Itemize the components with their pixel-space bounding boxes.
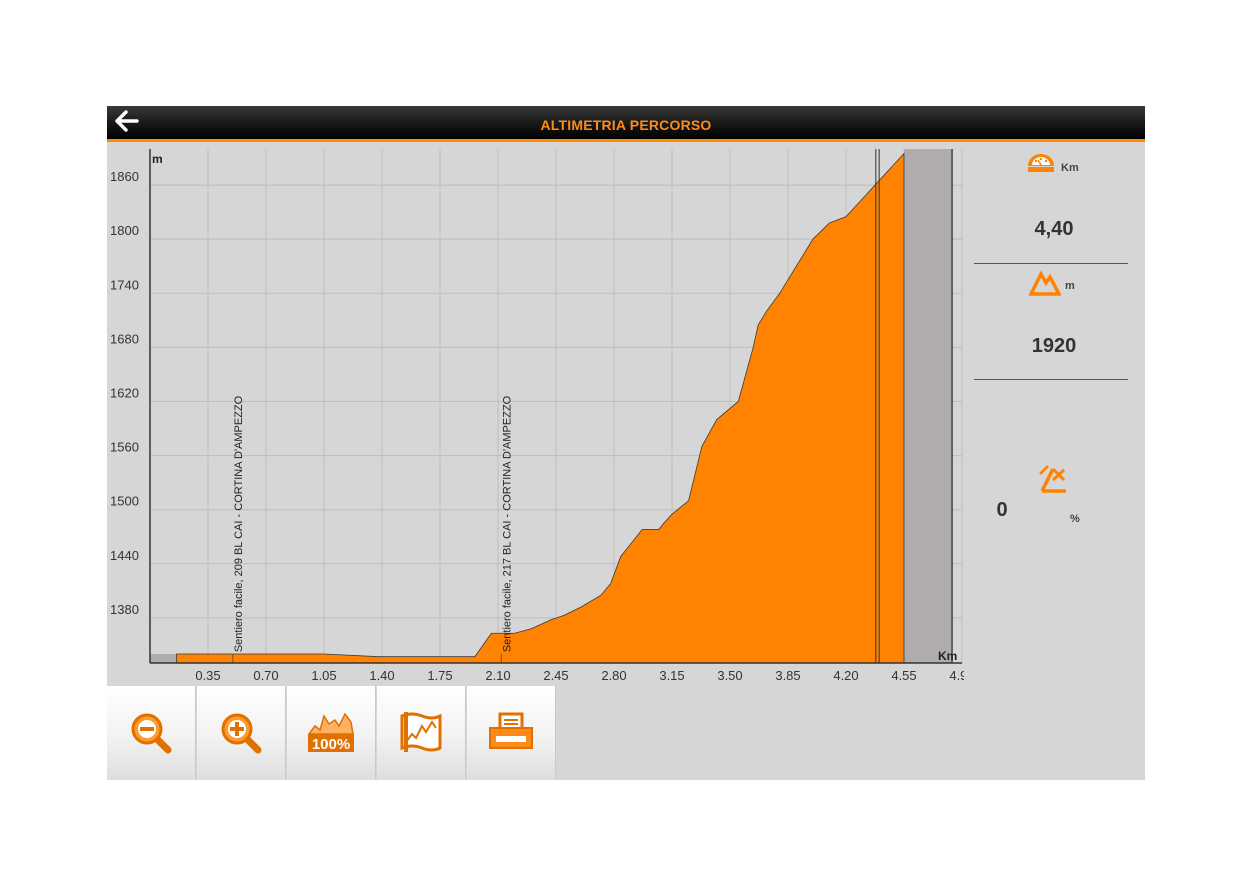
x-tick-label: 2.10	[485, 668, 510, 683]
y-tick-label: 1380	[110, 602, 139, 617]
x-tick-label: 3.15	[659, 668, 684, 683]
x-tick-label: 1.05	[311, 668, 336, 683]
slope-icon	[1038, 464, 1070, 499]
zoom-100-button[interactable]: 100%	[287, 686, 376, 780]
x-tick-label: 3.50	[717, 668, 742, 683]
y-tick-label: 1740	[110, 277, 139, 292]
slope-value: 0	[996, 499, 1008, 521]
distance-value: 4,40	[1034, 218, 1074, 240]
page-title: ALTIMETRIA PERCORSO	[540, 117, 712, 133]
y-tick-label: 1680	[110, 331, 139, 346]
map-button[interactable]	[377, 686, 466, 780]
toolbar: 100%	[107, 686, 557, 780]
x-tick-label: 1.40	[369, 668, 394, 683]
zoom-out-button[interactable]	[107, 686, 196, 780]
marker-label: Sentiero facile, 209 BL CAI - CORTINA D'…	[233, 395, 245, 652]
x-tick-label: 4.55	[891, 668, 916, 683]
x-tick-label: 4.20	[833, 668, 858, 683]
header-bar: ALTIMETRIA PERCORSO	[107, 106, 1145, 142]
x-tick-label: 3.85	[775, 668, 800, 683]
zoom-in-button[interactable]	[197, 686, 286, 780]
map-icon	[400, 712, 442, 752]
divider	[974, 379, 1128, 380]
altitude-unit: m	[1065, 280, 1075, 292]
distance-unit: Km	[1061, 162, 1079, 174]
print-button[interactable]	[467, 686, 556, 780]
slope-unit: %	[1070, 513, 1080, 525]
divider	[974, 263, 1128, 264]
y-tick-label: 1860	[110, 169, 139, 184]
elevation-profile-area	[176, 152, 905, 664]
zoom-100-icon: 100%	[307, 712, 354, 753]
mountain-icon	[1028, 268, 1062, 301]
x-tick-label: 2.80	[601, 668, 626, 683]
altitude-value: 1920	[1031, 335, 1077, 357]
y-axis-label: m	[152, 152, 163, 166]
x-tick-label: 4.90	[949, 668, 964, 683]
zoom-100-label: 100%	[312, 736, 350, 753]
marker-label: Sentiero facile, 217 BL CAI - CORTINA D'…	[501, 395, 513, 652]
printer-icon	[489, 712, 533, 749]
app-window: ALTIMETRIA PERCORSO Sentiero facile, 209…	[107, 106, 1145, 780]
y-tick-label: 1500	[110, 494, 139, 509]
gray-region-start	[150, 653, 177, 663]
x-axis-label: Km	[938, 649, 957, 663]
arrow-left-icon[interactable]	[115, 110, 143, 136]
zoom-out-icon	[131, 713, 172, 754]
altitude-chart[interactable]: Sentiero facile, 209 BL CAI - CORTINA D'…	[107, 144, 975, 686]
gray-region-end	[904, 149, 953, 663]
x-tick-label: 0.35	[195, 668, 220, 683]
x-tick-label: 1.75	[427, 668, 452, 683]
y-tick-label: 1800	[110, 223, 139, 238]
y-tick-label: 1560	[110, 440, 139, 455]
x-tick-label: 0.70	[253, 668, 278, 683]
side-panel: Km 4,40 m 1920 0 %	[974, 144, 1128, 686]
y-tick-label: 1620	[110, 385, 139, 400]
zoom-in-icon	[221, 713, 262, 754]
y-tick-label: 1440	[110, 548, 139, 563]
x-tick-label: 2.45	[543, 668, 568, 683]
altitude-chart-svg: Sentiero facile, 209 BL CAI - CORTINA D'…	[110, 149, 975, 683]
odometer-icon	[1026, 152, 1056, 179]
